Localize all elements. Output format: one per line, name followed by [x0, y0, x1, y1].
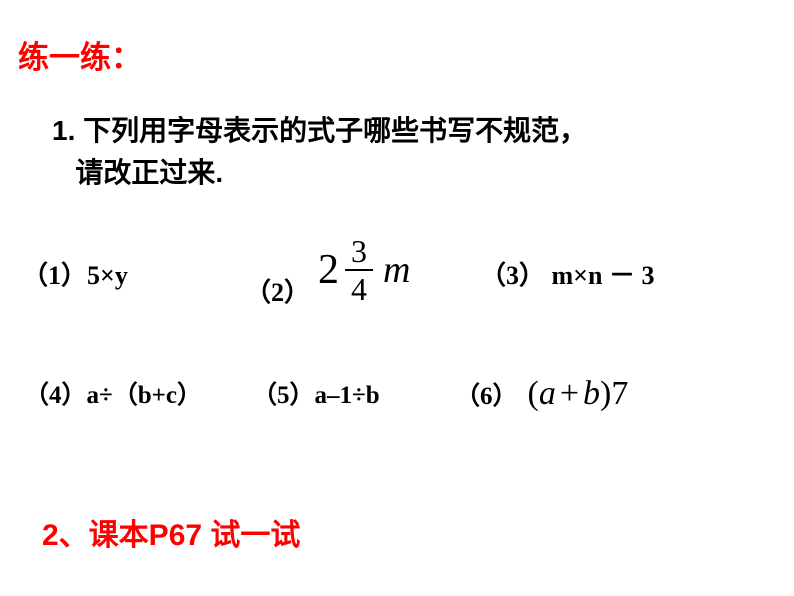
fraction-variable: m — [383, 248, 410, 292]
expr1-content: 5×y — [87, 261, 128, 290]
expression-4: （4）a÷（b+c） — [24, 375, 202, 411]
expression-2: （2） 2 3 4 m — [245, 225, 410, 295]
expression-row-1: （1）5×y （2） 2 3 4 m （3） m×n － 3 — [0, 225, 794, 325]
expr6-label: （6） — [455, 376, 518, 412]
expr3-content: m×n － 3 — [545, 261, 654, 290]
open-paren: ( — [528, 375, 539, 412]
mixed-fraction: 2 3 4 m — [318, 235, 410, 305]
expression-6: （6） (a+b)7 — [455, 375, 628, 413]
practice-title: 练一练： — [18, 32, 142, 77]
bottom-text: 2、课本P67 试一试 — [42, 510, 300, 554]
expr5-label: （5） — [252, 382, 315, 409]
var-b: b — [583, 375, 600, 412]
expr4-content: a÷（b+c） — [87, 382, 202, 409]
fraction-part: 3 4 — [345, 235, 373, 305]
question-text: 1. 下列用字母表示的式子哪些书写不规范， 请改正过来. — [52, 110, 587, 194]
expression-3: （3） m×n － 3 — [480, 255, 654, 292]
close-paren: ) — [600, 375, 611, 412]
expr3-label: （3） — [480, 261, 545, 290]
fraction-denominator: 4 — [345, 271, 373, 305]
question-line2: 请改正过来. — [75, 157, 223, 188]
expr1-label: （1） — [22, 261, 87, 290]
expression-1: （1）5×y — [22, 255, 128, 292]
seven: 7 — [611, 375, 628, 412]
plus-sign: + — [560, 375, 579, 412]
fraction-numerator: 3 — [345, 235, 373, 271]
var-a: a — [539, 375, 556, 412]
expr6-formula: (a+b)7 — [528, 375, 629, 413]
question-line1: 1. 下列用字母表示的式子哪些书写不规范， — [52, 115, 587, 146]
expr4-label: （4） — [24, 382, 87, 409]
expression-5: （5）a–1÷b — [252, 375, 380, 411]
expr5-content: a–1÷b — [315, 382, 380, 409]
expr2-label: （2） — [245, 272, 310, 309]
fraction-whole: 2 — [318, 246, 339, 294]
